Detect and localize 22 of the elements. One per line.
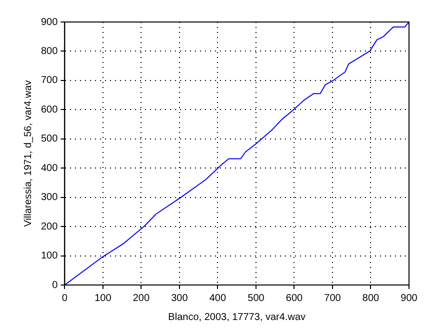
x-tick-label: 800 <box>362 292 380 304</box>
x-tick-label: 900 <box>400 292 418 304</box>
x-tick-label: 200 <box>132 292 150 304</box>
y-axis-title: Villaressia, 1971, d_56, var4.wav <box>22 80 34 227</box>
y-tick-label: 300 <box>40 192 58 204</box>
y-tick-label: 100 <box>40 250 58 262</box>
y-tick-label: 200 <box>40 221 58 232</box>
y-tick-label: 400 <box>40 162 58 174</box>
x-axis-title: Blanco, 2003, 17773, var4.wav <box>168 312 306 323</box>
x-tick-label: 400 <box>209 292 226 304</box>
x-tick-label: 300 <box>171 292 188 304</box>
x-tick-label: 500 <box>248 292 265 304</box>
y-tick-label: 700 <box>40 75 58 86</box>
y-tick-label: 800 <box>40 46 58 57</box>
x-tick-label: 600 <box>286 292 304 304</box>
x-tick-label: 700 <box>324 292 342 304</box>
y-tick-label: 500 <box>40 134 58 145</box>
y-tick-label: 900 <box>40 16 58 28</box>
y-tick-label: 600 <box>40 104 58 116</box>
x-tick-label: 100 <box>94 292 112 304</box>
x-tick-label: 0 <box>62 292 68 304</box>
y-tick-label: 0 <box>52 280 58 291</box>
